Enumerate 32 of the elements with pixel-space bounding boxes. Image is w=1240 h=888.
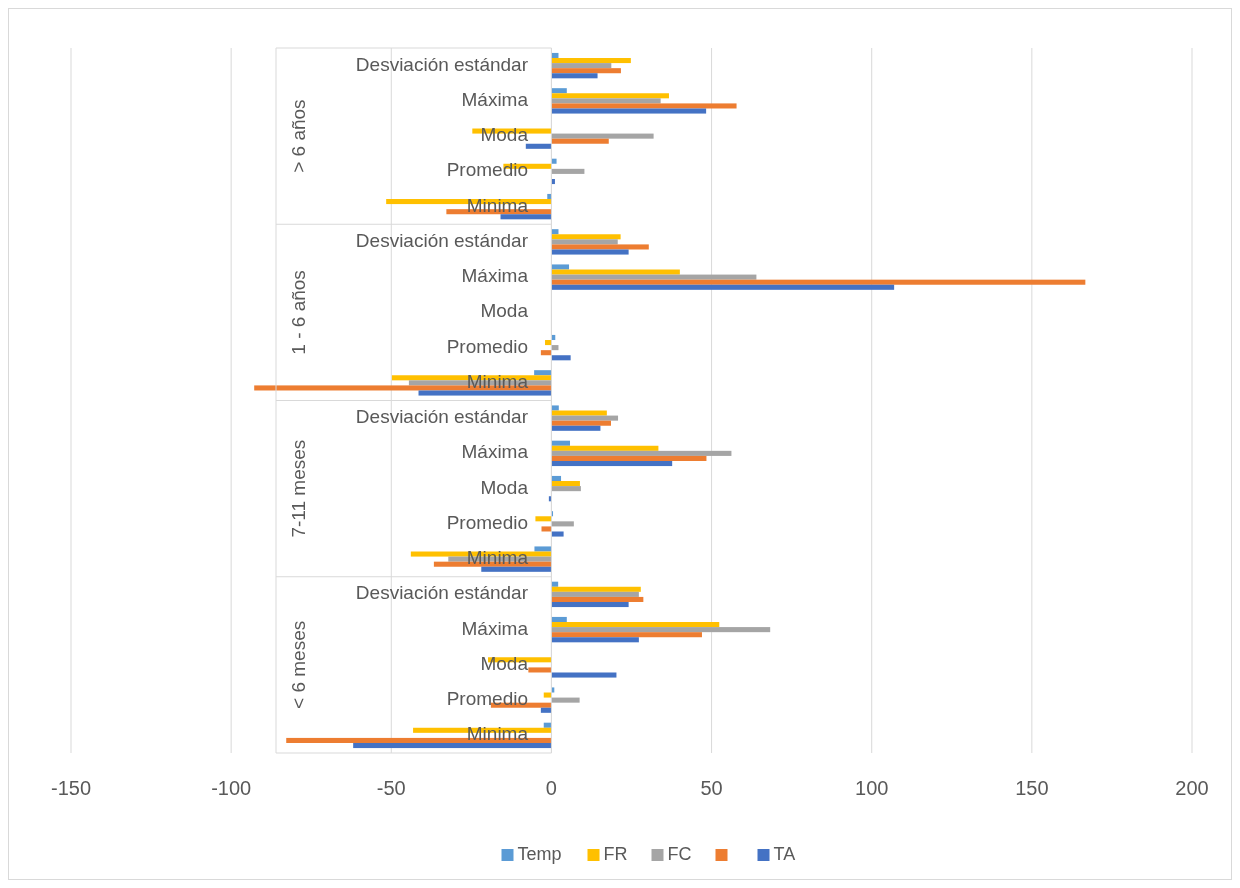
y-tick-label: Promedio [446, 511, 528, 533]
annotation: > 6 años [288, 99, 310, 173]
annotation: < 6 meses [288, 620, 310, 709]
legend-label: Temp [517, 843, 562, 864]
y-tick-label: Promedio [446, 159, 528, 181]
y-tick-label: Máxima [461, 88, 529, 110]
x-tick-label: -100 [211, 777, 252, 800]
annotation: 1 - 6 años [288, 270, 310, 355]
y-tick-label: Máxima [461, 265, 529, 287]
x-tick-label: -150 [50, 777, 92, 800]
y-tick-label: Máxima [461, 617, 529, 639]
annotation: 7-11 meses [288, 439, 310, 538]
x-tick-label: 200 [1175, 777, 1209, 800]
y-tick-label: Promedio [446, 688, 528, 710]
x-tick-label: -50 [376, 777, 406, 800]
y-tick-label: Minima [466, 194, 529, 216]
y-tick-label: Moda [480, 476, 529, 498]
legend-label: TA [773, 843, 796, 864]
x-tick-label: 100 [855, 777, 889, 800]
legend-label: FR [603, 843, 628, 864]
y-tick-label: Desviación estándar [355, 406, 529, 428]
x-tick-label: 0 [545, 777, 557, 800]
y-tick-label: Desviación estándar [355, 53, 529, 75]
y-tick-label: Minima [466, 723, 529, 745]
x-tick-label: 150 [1015, 777, 1049, 800]
y-tick-label: Desviación estándar [355, 229, 529, 251]
y-tick-label: Moda [480, 300, 529, 322]
y-tick-label: Desviación estándar [355, 582, 529, 604]
y-tick-label: Promedio [446, 335, 528, 357]
x-tick-label: 50 [700, 777, 723, 800]
y-tick-label: Máxima [461, 441, 529, 463]
legend-label: FC [667, 843, 692, 864]
